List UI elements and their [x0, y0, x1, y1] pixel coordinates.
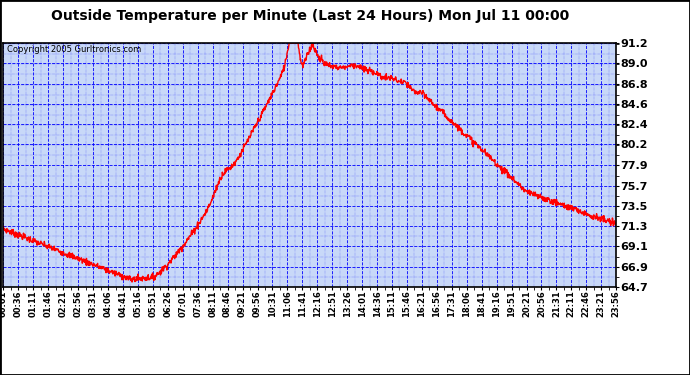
- Text: Copyright 2005 Gurltronics.com: Copyright 2005 Gurltronics.com: [7, 45, 141, 54]
- Text: Outside Temperature per Minute (Last 24 Hours) Mon Jul 11 00:00: Outside Temperature per Minute (Last 24 …: [51, 9, 570, 23]
